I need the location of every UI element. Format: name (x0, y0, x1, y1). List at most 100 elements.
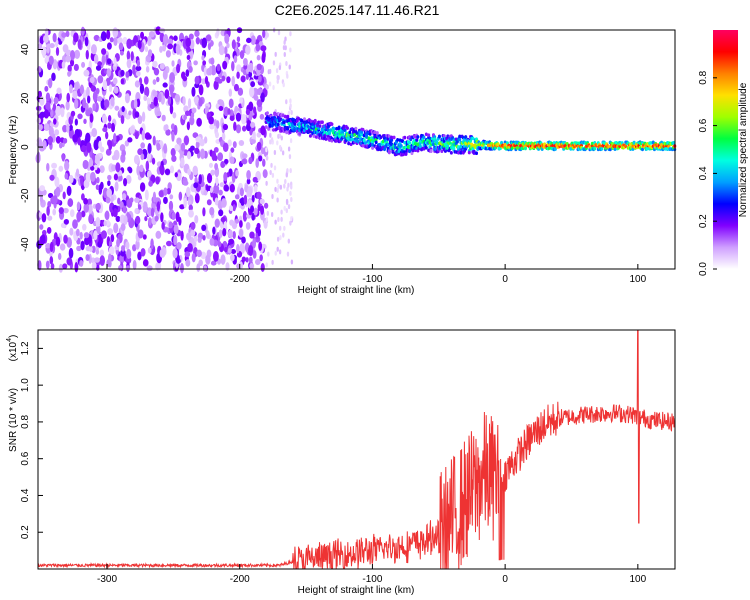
spectrogram-cell (632, 140, 636, 145)
spectrogram-cell (473, 143, 477, 147)
spectrogram-cell (144, 46, 149, 53)
spectrogram-cell (371, 146, 375, 150)
spectrogram-cell (263, 220, 268, 229)
snr-y-tick-label: 0.8 (20, 415, 31, 429)
spectrogram-cell (118, 42, 124, 51)
spectrogram-cell (289, 220, 292, 226)
spectrogram-cell (60, 107, 65, 118)
spectrogram-cell (153, 67, 160, 76)
spectrogram-cell (278, 144, 282, 150)
spectrogram-cell (173, 224, 179, 235)
spectrogram-cell (140, 31, 145, 39)
spectrogram-cell (191, 107, 197, 114)
spectrogram-cell (42, 229, 47, 236)
spectrogram-cells (35, 26, 677, 274)
spectrogram-cell (120, 249, 126, 257)
spectrogram-cell (123, 215, 128, 226)
spectrogram-cell (134, 207, 139, 214)
spectrogram-cell (565, 141, 569, 146)
spectrogram-cell (66, 92, 71, 103)
spectrogram-cell (245, 73, 250, 80)
spectrogram-cell (229, 254, 235, 262)
spectrogram-cell (154, 215, 159, 222)
spectrogram-cell (139, 83, 145, 94)
spectrogram-cell (95, 203, 101, 211)
spectrogram-cell (62, 44, 69, 53)
spectrogram-cell (121, 105, 125, 113)
spectrogram-cell (95, 184, 100, 191)
spectrogram-cell (288, 154, 292, 160)
spectrogram-cell (102, 79, 108, 91)
spectrogram-cell (379, 135, 383, 140)
spectrogram-cell (260, 263, 265, 272)
spectrogram-cell (416, 135, 420, 139)
spectrogram-cell (70, 110, 76, 117)
spectrogram-cell (285, 60, 288, 66)
spectrogram-cell (227, 139, 232, 147)
spectrogram-cell (279, 117, 283, 121)
spectrogram-cell (80, 26, 85, 36)
spectrogram-cell (268, 123, 272, 128)
snr-y-multiplier: (x104) (6, 335, 19, 362)
spectrogram-cell (214, 197, 219, 206)
spectrogram-cell (119, 201, 124, 209)
spectrogram-cell (112, 27, 119, 38)
spectrogram-x-tick-label: 0 (502, 274, 508, 285)
spectrogram-cell (46, 162, 50, 172)
spectrogram-cell (235, 124, 242, 134)
spectrogram-cell (120, 50, 124, 56)
spectrogram-cell (163, 143, 168, 154)
snr-x-tick-label: -300 (97, 574, 117, 585)
spectrogram-cell (270, 162, 273, 168)
spectrogram-cell (198, 259, 203, 267)
spectrogram-cell (190, 229, 196, 237)
spectrogram-cell (173, 124, 178, 136)
spectrogram-cell (282, 82, 285, 88)
spectrogram-cell (188, 33, 194, 40)
spectrogram-cell (281, 113, 285, 118)
spectrogram-cell (435, 141, 439, 145)
spectrogram-cell (188, 204, 193, 211)
spectrogram-cell (281, 150, 285, 156)
spectrogram-cell (235, 169, 239, 177)
spectrogram-cell (577, 141, 581, 145)
spectrogram-cell (455, 139, 459, 144)
spectrogram-cell (140, 247, 146, 257)
spectrogram-cell (205, 254, 211, 265)
spectrogram-cell (284, 45, 287, 51)
spectrogram-cell (96, 96, 103, 102)
spectrogram-cell (89, 76, 95, 84)
spectrogram-cell (176, 241, 182, 250)
spectrogram-cell (390, 135, 394, 140)
spectrogram-cell (270, 212, 274, 218)
spectrogram-cell (95, 217, 101, 227)
spectrogram-cell (259, 254, 263, 262)
spectrogram-cell (178, 216, 182, 226)
spectrogram-cell (188, 209, 194, 218)
spectrogram-cell (148, 180, 153, 187)
spectrogram-cell (378, 142, 382, 147)
spectrogram-cell (180, 262, 184, 274)
spectrogram-cell (285, 208, 288, 214)
spectrogram-cell (374, 140, 378, 145)
spectrogram-cell (350, 127, 354, 131)
spectrogram-cell (39, 185, 46, 192)
spectrogram-cell (163, 196, 168, 205)
spectrogram-cell (189, 116, 195, 126)
spectrogram-cell (99, 255, 106, 267)
spectrogram-cell (253, 207, 258, 216)
spectrogram-cell (470, 142, 474, 147)
spectrogram-cell (283, 205, 286, 211)
spectrogram-cell (230, 248, 237, 254)
spectrogram-cell (141, 129, 146, 141)
spectrogram-cell (147, 35, 152, 47)
spectrogram-cell (202, 207, 206, 217)
spectrogram-cell (256, 63, 262, 71)
spectrogram-cell (247, 186, 253, 197)
spectrogram-cell (287, 110, 291, 116)
spectrogram-cell (39, 111, 46, 118)
spectrogram-cell (102, 115, 108, 124)
spectrogram-cell (298, 124, 302, 129)
spectrogram-cell (94, 164, 98, 171)
spectrogram-cell (437, 134, 441, 139)
